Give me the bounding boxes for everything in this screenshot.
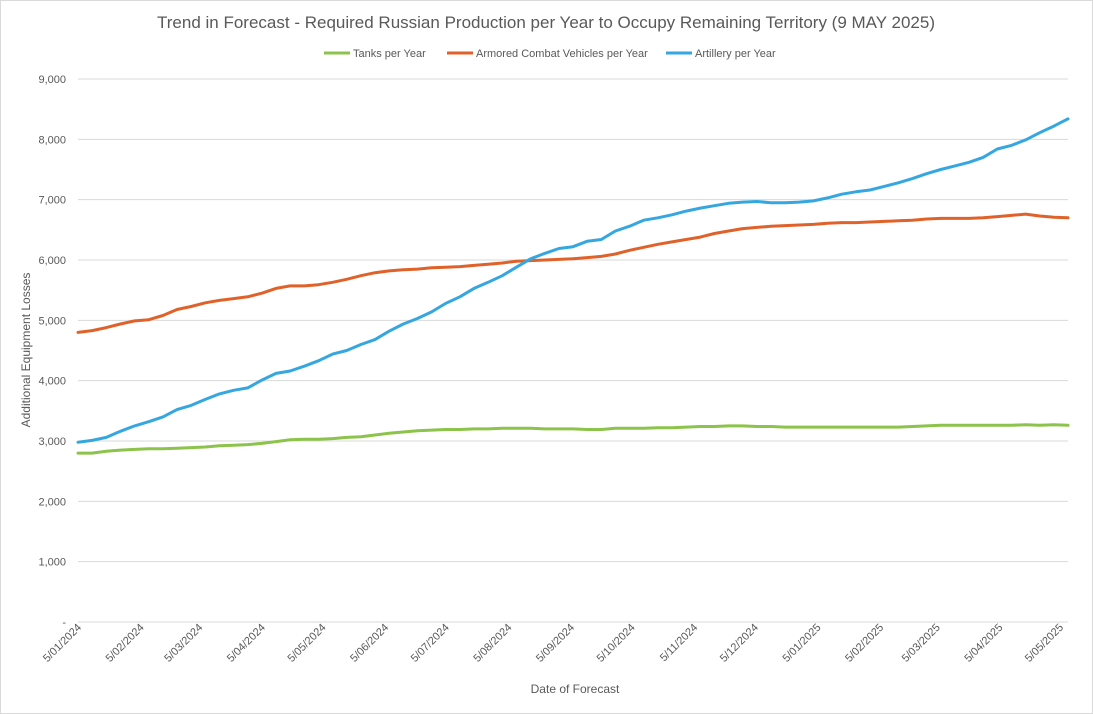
series-line-0 xyxy=(76,423,1070,455)
y-tick-label: 3,000 xyxy=(38,436,66,448)
y-axis-ticks: - 1,000 2,000 3,000 4,000 5,000 6,000 7,000 8,00… xyxy=(38,74,66,629)
chart-title: Trend in Forecast - Required Russian Pro… xyxy=(157,13,935,32)
y-tick-label: 1,000 xyxy=(38,557,66,569)
series-line-1 xyxy=(76,212,1070,334)
y-tick-label: - xyxy=(62,617,66,629)
y-tick-label: 4,000 xyxy=(38,376,66,388)
y-tick-label: 8,000 xyxy=(38,134,66,146)
y-tick-label: 9,000 xyxy=(38,74,66,86)
y-tick-label: 6,000 xyxy=(38,255,66,267)
legend-label-2: Artillery per Year xyxy=(695,48,776,60)
legend-label-1: Armored Combat Vehicles per Year xyxy=(476,48,648,60)
legend: Tanks per Year Armored Combat Vehicles pe… xyxy=(324,48,776,60)
y-tick-label: 7,000 xyxy=(38,195,66,207)
series-line-2 xyxy=(76,117,1070,444)
y-axis-label: Additional Equipment Losses xyxy=(19,273,33,428)
gridlines xyxy=(78,78,1068,623)
y-tick-label: 2,000 xyxy=(38,496,66,508)
y-tick-label: 5,000 xyxy=(38,315,66,327)
series-lines xyxy=(76,117,1070,455)
x-axis-label: Date of Forecast xyxy=(531,682,620,696)
legend-label-0: Tanks per Year xyxy=(353,48,426,60)
